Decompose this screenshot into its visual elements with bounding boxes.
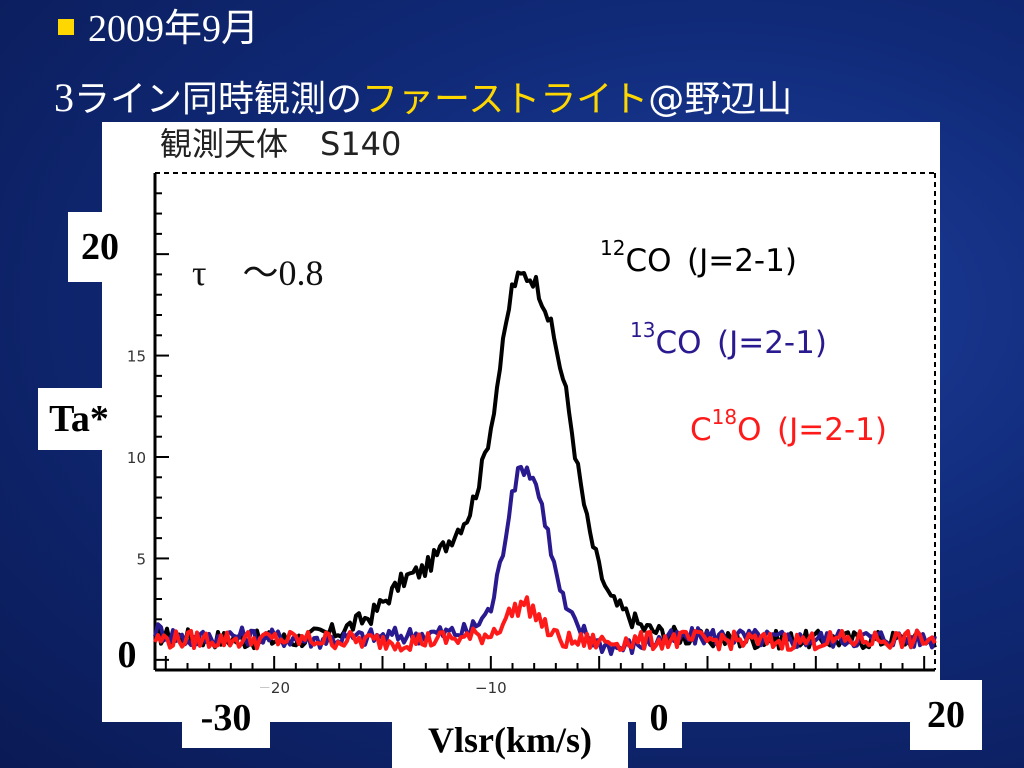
axes-layer: −20−101051015 [127, 172, 936, 697]
tau-annotation: τ 〜0.8 [192, 253, 324, 293]
x-axis-label: Vlsr(km/s) [392, 712, 628, 768]
legend-iso: 18 [711, 405, 738, 429]
slide-subtitle: 3ライン同時観測のファーストライト@野辺山 [54, 72, 792, 126]
legend-mol: C [690, 412, 712, 448]
legend-12co: 12CO (J=2-1) [600, 236, 797, 279]
x-tick-label: −10 [475, 679, 507, 697]
legend-trans: CO (J=2-1) [625, 243, 797, 279]
y-label-20: 20 [68, 212, 132, 282]
legend-iso: 13 [630, 318, 656, 342]
subtitle-prefix: 3 [54, 75, 74, 120]
y-tick-label: 5 [136, 550, 146, 568]
subtitle-jp: ライン同時観測の [74, 79, 363, 120]
y-tick-label: 10 [127, 449, 146, 467]
series-line [154, 270, 937, 651]
bullet-icon [58, 19, 74, 35]
date-text: 2009年9月 [88, 8, 260, 50]
y-axis-label: Ta* [38, 388, 120, 450]
x-label-minus30: -30 [182, 688, 270, 748]
x-label-0: 0 [636, 688, 682, 748]
series-line [153, 595, 937, 653]
plot-panel [102, 122, 940, 722]
legend-iso: 12 [600, 236, 626, 260]
series-layer [153, 270, 937, 657]
legend-trans: CO (J=2-1) [655, 325, 827, 361]
plot-heading: 観測天体 S140 [160, 125, 402, 163]
legend-trans: O (J=2-1) [737, 412, 887, 448]
legend-c18o: C18O (J=2-1) [690, 405, 887, 448]
x-label-20: 20 [910, 680, 982, 750]
y-label-0: 0 [104, 624, 150, 686]
subtitle-suffix: @野辺山 [648, 79, 793, 120]
y-tick-label: 15 [127, 348, 146, 366]
subtitle-highlight: ファーストライト [362, 79, 649, 120]
legend-13co: 13CO (J=2-1) [630, 318, 827, 361]
slide-date-heading: 2009年9月 [58, 4, 259, 54]
